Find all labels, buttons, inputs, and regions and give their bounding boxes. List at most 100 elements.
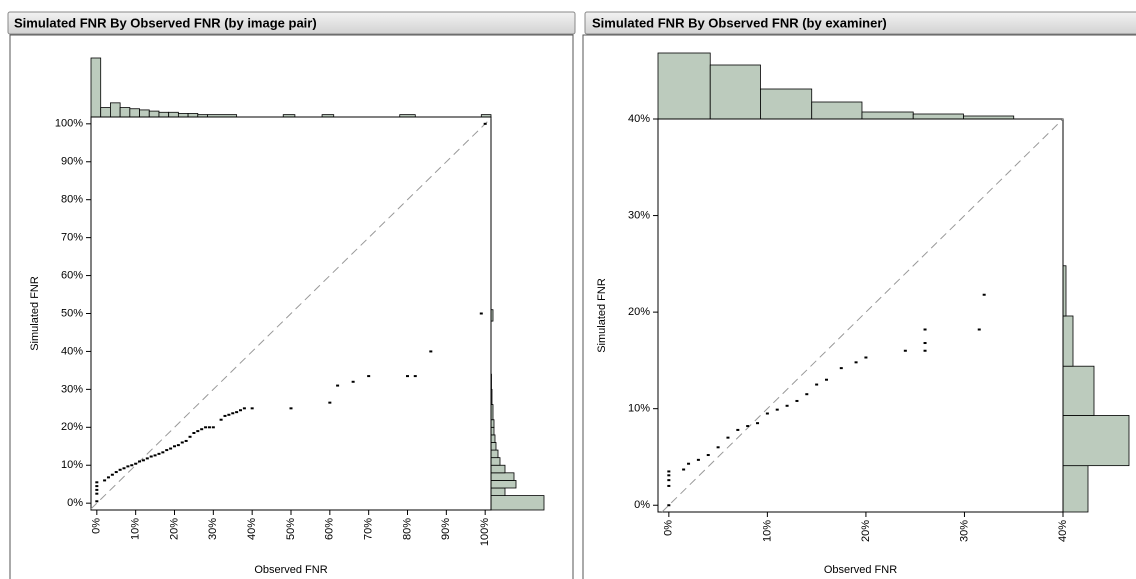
point <box>106 476 110 479</box>
x-tick-label: 70% <box>363 518 375 540</box>
histogram-bar <box>490 480 517 489</box>
point <box>289 407 293 410</box>
point <box>207 426 211 429</box>
point <box>716 446 720 449</box>
point <box>176 444 180 447</box>
panel-header[interactable] <box>7 11 576 35</box>
x-tick-label: 90% <box>440 518 452 540</box>
point <box>157 452 161 455</box>
histogram-bar <box>110 102 121 118</box>
point <box>110 473 114 476</box>
point <box>746 425 750 428</box>
y-tick-label: 20% <box>61 421 83 433</box>
histogram-bar <box>187 113 199 118</box>
point <box>172 445 176 448</box>
histogram-bar <box>811 101 863 120</box>
histogram-bar <box>490 449 499 459</box>
point <box>126 465 130 468</box>
point <box>184 439 188 442</box>
histogram-bar <box>490 442 497 451</box>
point <box>667 504 671 507</box>
point <box>95 485 99 488</box>
histogram-bar <box>760 88 813 120</box>
point <box>95 492 99 495</box>
point <box>235 411 239 414</box>
y-tick-label: 0% <box>634 499 650 511</box>
histogram-bar <box>129 108 140 118</box>
point <box>169 447 173 450</box>
y-tick-label: 100% <box>55 118 83 130</box>
point <box>95 481 99 484</box>
point <box>118 468 122 471</box>
y-tick-label: 30% <box>628 209 650 221</box>
point <box>854 361 858 364</box>
point <box>923 349 927 352</box>
y-tick-label: 40% <box>628 113 650 125</box>
point <box>145 457 149 460</box>
x-tick-label: 30% <box>207 518 219 540</box>
point <box>765 412 769 415</box>
histogram-bar <box>490 472 515 481</box>
x-tick-label: 30% <box>958 520 970 542</box>
point <box>367 375 371 378</box>
point <box>413 375 417 378</box>
x-tick-label: 100% <box>479 518 491 546</box>
x-tick-label: 20% <box>168 518 180 540</box>
x-tick-label: 10% <box>761 520 773 542</box>
histogram-bar <box>1062 415 1130 467</box>
point <box>923 328 927 331</box>
point <box>696 458 700 461</box>
reference-line <box>90 117 492 510</box>
point <box>188 435 192 438</box>
point <box>429 350 433 353</box>
y-tick-label: 0% <box>67 497 83 509</box>
y-tick-label: 30% <box>61 383 83 395</box>
point <box>682 468 686 471</box>
point <box>706 454 710 457</box>
point <box>667 474 671 477</box>
point <box>923 342 927 345</box>
x-tick-label: 50% <box>285 518 297 540</box>
point <box>982 293 986 296</box>
panel-header[interactable] <box>584 11 1136 35</box>
point <box>204 426 208 429</box>
y-axis-label: Simulated FNR <box>596 278 608 353</box>
histogram-bar <box>158 111 170 118</box>
point <box>483 122 487 125</box>
point <box>103 479 107 482</box>
point <box>95 488 99 491</box>
point <box>479 312 483 315</box>
point <box>231 412 235 415</box>
y-tick-label: 90% <box>61 156 83 168</box>
histogram-bar <box>100 107 111 118</box>
point <box>192 431 196 434</box>
histogram-bar <box>139 109 150 118</box>
point <box>250 407 254 410</box>
point <box>122 467 126 470</box>
histogram-bar <box>90 57 102 118</box>
x-axis-label: Observed FNR <box>824 564 897 576</box>
panel-frame <box>582 34 1136 579</box>
point <box>825 378 829 381</box>
point <box>211 426 215 429</box>
y-tick-label: 40% <box>61 345 83 357</box>
x-axis-label: Observed FNR <box>254 564 327 576</box>
histogram-bar <box>709 64 761 120</box>
x-tick-label: 40% <box>1057 520 1069 542</box>
point <box>805 393 809 396</box>
y-tick-label: 60% <box>61 269 83 281</box>
point <box>977 328 981 331</box>
point <box>219 418 223 421</box>
histogram-bar <box>168 111 179 118</box>
histogram-bar <box>1062 315 1074 367</box>
y-tick-label: 10% <box>628 403 650 415</box>
x-tick-label: 40% <box>246 518 258 540</box>
point <box>736 428 740 431</box>
point <box>667 484 671 487</box>
point <box>153 454 157 457</box>
point <box>114 471 118 474</box>
point <box>180 441 184 444</box>
point <box>149 455 153 458</box>
